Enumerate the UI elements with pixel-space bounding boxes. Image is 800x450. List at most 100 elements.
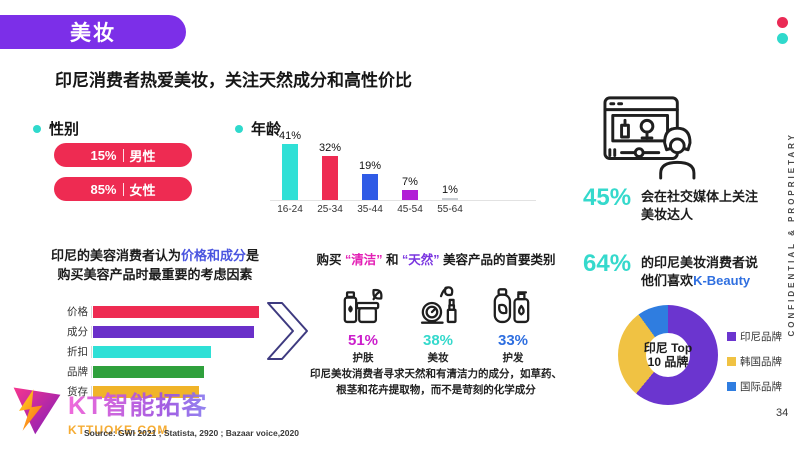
donut-center-line2: 10 品牌	[647, 355, 689, 369]
accent-dot-teal	[777, 33, 788, 44]
age-bar-column: 1%	[430, 184, 470, 200]
logo-bolt-icon	[13, 387, 61, 435]
age-bar-column: 7%	[390, 176, 430, 200]
female-percentage: 85%	[90, 181, 117, 197]
consider-bar	[93, 305, 259, 318]
consider-bar-track	[91, 325, 254, 338]
haircare-percentage: 33%	[497, 332, 529, 349]
age-bar-column: 32%	[310, 142, 350, 200]
makeup-label: 美妆	[427, 352, 449, 364]
consider-row: 品牌	[58, 364, 259, 379]
haircare-icon	[488, 282, 538, 328]
cn-para-line2: 根茎和花卉提取物，而不是苛刻的化学成分	[336, 383, 536, 396]
social-stat-value: 45%	[583, 184, 632, 211]
male-label: 男性	[129, 148, 156, 164]
age-bar-value-label: 1%	[442, 184, 458, 196]
cn-title-mid: 和	[385, 253, 399, 267]
considerations-statement: 印尼的美容消费者认为价格和成分是 购买美容产品时最重要的考虑因素	[22, 247, 288, 285]
consider-bar-track	[91, 345, 211, 358]
legend-swatch	[727, 357, 736, 366]
category-makeup: 38% 美妆	[407, 282, 469, 365]
considerations-bar-chart: 价格成分折扣品牌货存	[58, 304, 259, 404]
brands-donut-chart: 印尼 Top 10 品牌	[618, 305, 718, 405]
age-bar	[362, 174, 378, 200]
age-categories-row: 16-24 25-34 35-44 45-54 55-64	[270, 201, 540, 215]
page-number: 34	[776, 407, 789, 419]
source-citation: Source: GWI 2021 ; Statista, 2920 ; Baza…	[84, 428, 299, 438]
consider-row: 成分	[58, 324, 259, 339]
consider-category-label: 货存	[58, 384, 88, 399]
consider-bar	[93, 365, 204, 378]
social-stat-line1: 会在社交媒体上关注	[641, 189, 759, 204]
age-heading-label: 年龄	[251, 121, 282, 138]
accent-dot-red	[777, 17, 788, 28]
consider-category-label: 成分	[67, 326, 88, 338]
pill-divider	[122, 182, 124, 196]
female-label: 女性	[129, 182, 156, 198]
category-skincare: 51% 护肤	[332, 282, 394, 365]
gender-section-heading: 性别	[33, 118, 79, 139]
skincare-percentage: 51%	[347, 332, 379, 349]
age-bar	[322, 156, 338, 200]
bullet-icon	[33, 124, 41, 133]
consider-row: 货存	[58, 384, 259, 399]
donut-center-label: 印尼 Top 10 品牌	[618, 305, 718, 405]
age-bar-chart: 41% 32% 19% 7% 1% 16-24 25-34 35-44 45-54 55-64	[270, 120, 540, 215]
makeup-icon	[413, 282, 463, 328]
age-bar	[402, 190, 418, 200]
confidential-sidebar-text: CONFIDENTIAL & PROPRIETARY	[787, 132, 796, 337]
age-bar-category-label: 25-34	[317, 204, 343, 215]
legend-item: 印尼品牌	[727, 329, 782, 344]
legend-swatch	[727, 382, 736, 391]
chevron-right-icon	[262, 298, 314, 364]
age-bar	[442, 198, 458, 200]
kbeauty-highlight: K-Beauty	[693, 273, 751, 289]
category-haircare: 33% 护发	[482, 282, 544, 365]
kbeauty-line1: 的印尼美妆消费者说	[641, 255, 759, 270]
cn-title-clean: “清洁”	[344, 253, 383, 267]
male-percentage: 15%	[90, 147, 117, 163]
consider-bar-track	[91, 305, 259, 318]
haircare-label: 护发	[502, 352, 524, 364]
considerations-line1-before: 印尼的美容消费者认为	[50, 248, 181, 263]
skincare-label: 护肤	[352, 352, 374, 364]
age-bar-value-label: 32%	[318, 142, 342, 154]
legend-item: 国际品牌	[727, 379, 782, 394]
skincare-icon	[338, 282, 388, 328]
consider-bar-track	[91, 385, 199, 398]
makeup-percentage: 38%	[422, 332, 454, 349]
clean-natural-items: 51% 护肤 38% 美妆	[332, 282, 544, 365]
age-bar-column: 41%	[270, 130, 310, 200]
donut-hole	[646, 333, 690, 377]
consider-category-label: 折扣	[67, 346, 88, 358]
logo-text: KT智能拓客	[68, 386, 207, 422]
social-stat: 45% 会在社交媒体上关注 美妆达人	[583, 186, 758, 224]
legend-swatch	[727, 332, 736, 341]
legend-item: 韩国品牌	[727, 354, 782, 369]
kbeauty-stat-value: 64%	[583, 250, 632, 277]
cn-title-before: 购买	[316, 253, 342, 267]
cn-title-after: 美容产品的首要类别	[442, 253, 556, 267]
consider-row: 价格	[58, 304, 259, 319]
consider-bar-track	[91, 365, 204, 378]
brand-logo: KT智能拓客 KTTUOKE.COM	[10, 383, 207, 437]
considerations-line2: 购买美容产品时最重要的考虑因素	[57, 266, 253, 282]
age-bar-value-label: 19%	[358, 160, 382, 172]
consider-bar	[93, 325, 254, 338]
age-bar-value-label: 7%	[402, 176, 418, 188]
clean-natural-title: 购买 “清洁” 和 “天然” 美容产品的首要类别	[310, 249, 562, 268]
gender-pill-male: 15% 男性	[54, 143, 192, 167]
pill-divider	[122, 148, 124, 162]
age-bars-area: 41% 32% 19% 7% 1%	[270, 120, 540, 200]
age-chart-baseline	[270, 200, 536, 201]
gender-heading-label: 性别	[49, 121, 80, 138]
age-bar-category-label: 16-24	[277, 204, 303, 215]
legend-label: 韩国品牌	[740, 356, 782, 368]
donut-center-line1: 印尼 Top	[643, 340, 693, 355]
page-title: 印尼消费者热爱美妆，关注天然成分和高性价比	[55, 71, 412, 90]
considerations-line1-after: 是	[246, 248, 260, 263]
consider-category-label: 价格	[67, 306, 88, 318]
age-bar-value-label: 41%	[278, 130, 302, 142]
consider-category-label: 品牌	[67, 366, 88, 378]
